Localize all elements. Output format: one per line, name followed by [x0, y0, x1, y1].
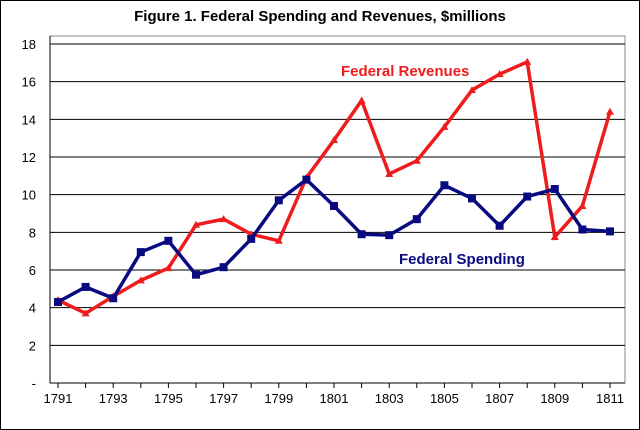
- data-point-revenues: [192, 220, 200, 228]
- y-tick-label: 12: [22, 150, 36, 165]
- chart-title: Figure 1. Federal Spending and Revenues,…: [134, 8, 506, 25]
- data-point-spending: [578, 225, 587, 234]
- data-point-revenues: [357, 96, 366, 104]
- y-tick-label: 18: [22, 37, 36, 52]
- data-point-revenues: [495, 70, 504, 78]
- data-point-spending: [81, 282, 90, 291]
- y-tick-label: 8: [29, 225, 36, 240]
- y-tick-label: 6: [29, 263, 36, 278]
- data-point-spending: [385, 231, 394, 240]
- data-point-spending: [412, 215, 421, 224]
- y-tick-label: 4: [29, 301, 36, 316]
- data-point-spending: [192, 270, 200, 279]
- data-point-spending: [606, 227, 614, 236]
- data-point-spending: [109, 294, 118, 303]
- data-point-revenues: [550, 233, 559, 241]
- data-point-revenues: [440, 122, 449, 130]
- data-point-spending: [219, 263, 228, 272]
- data-point-spending: [550, 185, 559, 194]
- data-point-revenues: [412, 156, 421, 164]
- data-point-spending: [330, 201, 338, 210]
- data-point-spending: [440, 181, 449, 190]
- x-tick-label: 1803: [375, 391, 404, 406]
- data-point-spending: [495, 221, 504, 230]
- data-point-revenues: [606, 107, 614, 115]
- data-point-revenues: [468, 86, 476, 94]
- data-point-spending: [274, 196, 283, 205]
- data-point-revenues: [385, 169, 394, 177]
- data-point-spending: [247, 234, 256, 243]
- x-tick-label: 1797: [209, 391, 238, 406]
- x-tick-label: 1795: [154, 391, 183, 406]
- data-point-spending: [357, 230, 366, 239]
- data-point-revenues: [578, 201, 587, 209]
- data-point-revenues: [274, 236, 283, 244]
- data-point-revenues: [164, 264, 173, 272]
- data-point-revenues: [136, 276, 145, 284]
- y-tick-label: 10: [22, 188, 36, 203]
- x-tick-label: 1805: [430, 391, 459, 406]
- y-tick-label: 2: [29, 338, 36, 353]
- x-tick-label: 1801: [320, 391, 349, 406]
- series-label-spending: Federal Spending: [399, 251, 525, 268]
- x-tick-label: 1799: [264, 391, 293, 406]
- data-point-spending: [302, 175, 311, 184]
- x-tick-label: 1793: [99, 391, 128, 406]
- y-tick-label: 16: [22, 75, 36, 90]
- data-point-spending: [136, 248, 145, 257]
- data-point-revenues: [81, 309, 90, 317]
- data-point-spending: [54, 298, 62, 307]
- series-label-revenues: Federal Revenues: [341, 63, 469, 80]
- x-tick-label: 1809: [540, 391, 569, 406]
- data-point-revenues: [330, 136, 338, 144]
- y-tick-label: 14: [22, 112, 36, 127]
- x-tick-label: 1807: [485, 391, 514, 406]
- data-point-spending: [468, 194, 476, 203]
- x-tick-label: 1791: [44, 391, 73, 406]
- data-point-revenues: [523, 57, 532, 65]
- x-tick-label: 1811: [596, 391, 624, 406]
- data-point-spending: [164, 236, 173, 245]
- data-point-spending: [523, 192, 532, 201]
- y-tick-label: -: [32, 376, 36, 391]
- data-point-revenues: [219, 215, 228, 223]
